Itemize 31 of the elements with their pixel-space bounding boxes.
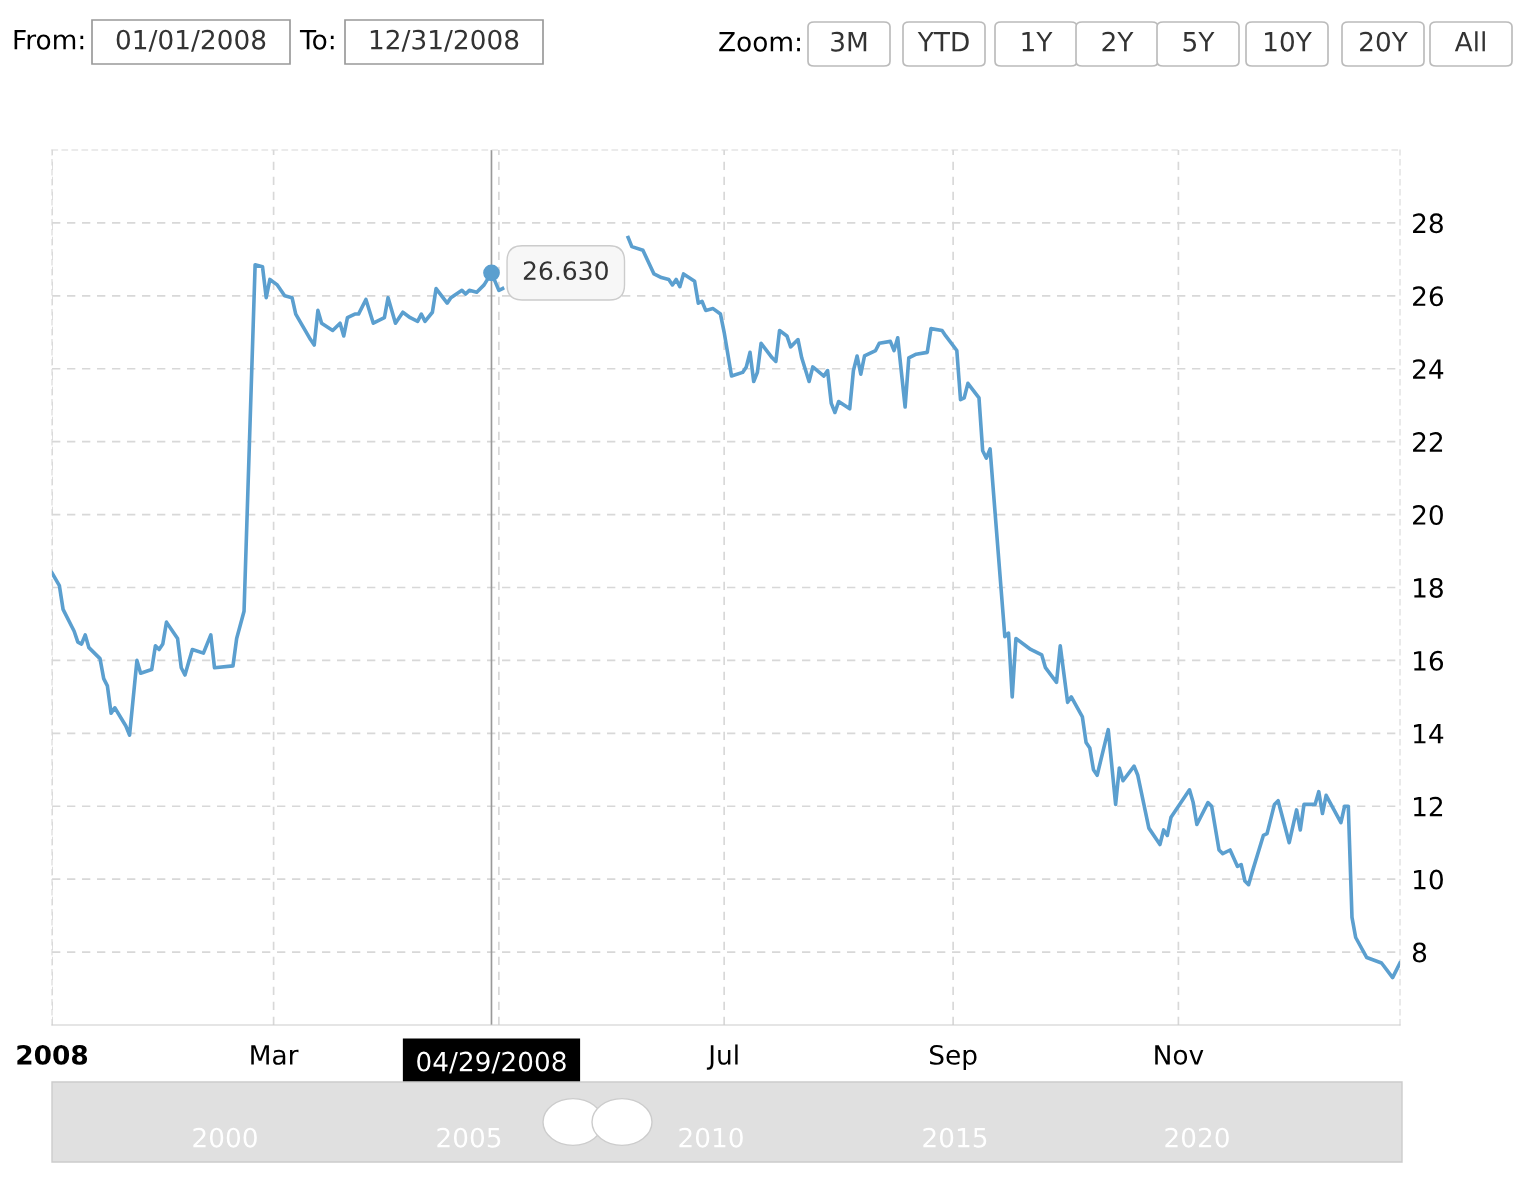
annotation: 26.630 [523,261,608,281]
text: Zoom: [719,32,800,52]
text: 12/31/2008 [370,29,519,52]
x-tick-label: Nov [1155,1045,1204,1065]
text: 20Y [1360,31,1408,52]
ref-line-label: 04/29/2008 [417,1051,566,1074]
x-tick-label: Jul [706,1044,738,1070]
y-tick-label: 10 [1414,869,1443,890]
text: All [1454,31,1485,52]
text: 1Y [1022,32,1053,52]
x-tick-label: Sep [930,1044,977,1070]
y-tick-label: 26 [1413,286,1444,307]
text: 10Y [1265,31,1312,52]
text: YTD [917,32,969,52]
text: 3M [831,31,867,52]
y-tick-label: 14 [1414,724,1444,744]
y-tick-label: 24 [1413,359,1444,379]
y-tick-label: 28 [1413,213,1443,234]
text: 2Y [1102,31,1134,52]
y-tick-label: 18 [1414,577,1443,598]
y-tick-label: 12 [1414,796,1443,817]
y-tick-label: 16 [1414,650,1444,671]
text: From: [14,30,84,50]
y-tick-label: 8 [1412,942,1427,963]
y-tick-label: 20 [1413,505,1443,525]
text: 01/01/2008 [116,29,266,52]
text: To: [299,30,334,50]
x-tick-label: Mar [251,1045,299,1065]
text: 5Y [1183,32,1215,52]
x-tick-label: 2008 [17,1044,88,1065]
y-tick-label: 22 [1413,432,1443,452]
